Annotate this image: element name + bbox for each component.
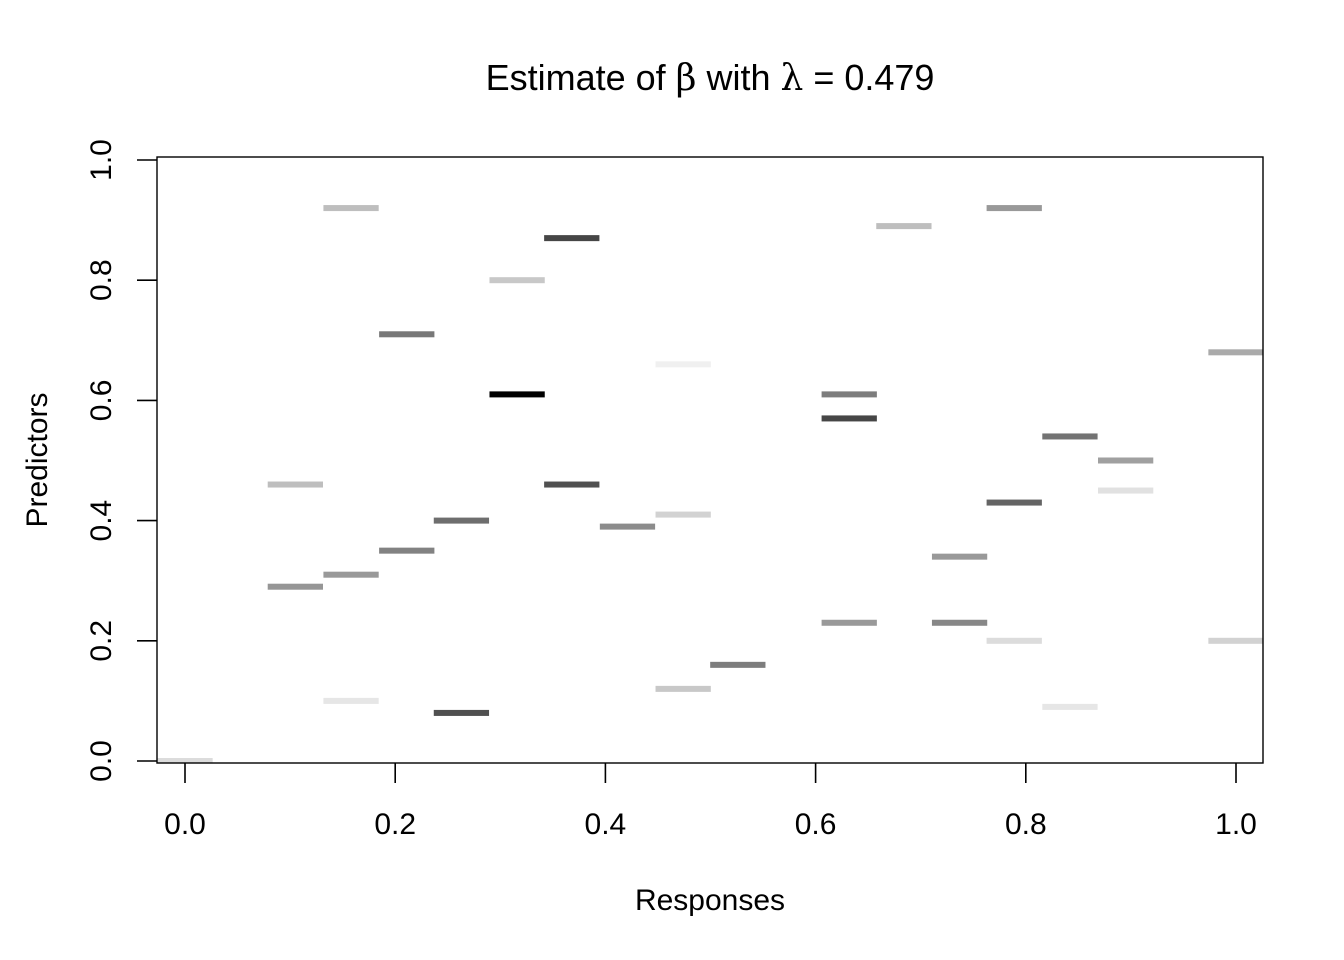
x-tick-label-3: 0.6: [795, 808, 837, 841]
heatmap-cell-27: [986, 637, 1042, 644]
heatmap-cell-15: [655, 361, 711, 368]
heatmap-cell-29: [1042, 703, 1098, 710]
heatmap-cell-10: [489, 277, 545, 284]
heatmap-cell-3: [323, 205, 379, 212]
x-tick-label-0: 0.0: [164, 808, 206, 841]
x-axis-label: Responses: [635, 884, 785, 917]
heatmap-cell-17: [655, 685, 711, 692]
heatmap-cell-30: [1098, 457, 1154, 464]
heatmap-cell-28: [1042, 433, 1098, 440]
y-tick-label-3: 0.6: [85, 380, 118, 422]
heatmap-cell-19: [821, 391, 877, 398]
y-axis: 0.0 0.2 0.4 0.6 0.8 1.0: [85, 139, 157, 782]
y-tick-label-4: 0.8: [85, 259, 118, 301]
y-tick-label-5: 1.0: [85, 139, 118, 181]
heatmap-cell-20: [821, 415, 877, 422]
y-axis-label: Predictors: [21, 392, 54, 527]
heatmap-cell-21: [821, 619, 877, 626]
heatmap-cell-2: [267, 481, 323, 488]
heatmap-cell-7: [379, 547, 435, 554]
heatmap-cell-9: [433, 709, 490, 716]
heatmap-cell-25: [986, 205, 1042, 212]
title-prefix: Estimate of: [486, 57, 676, 98]
y-tick-label-2: 0.4: [85, 500, 118, 542]
title-middle: with: [696, 57, 780, 98]
x-tick-label-1: 0.2: [374, 808, 416, 841]
x-axis: 0.0 0.2 0.4 0.6 0.8 1.0: [164, 763, 1257, 841]
heatmap-cell-8: [433, 517, 490, 524]
heatmap-cell-14: [599, 523, 656, 530]
heatmap-cell-6: [379, 331, 435, 338]
heatmap-cell-4: [323, 571, 379, 578]
heatmap-cell-5: [323, 697, 379, 704]
title-beta-symbol: β: [676, 58, 697, 99]
y-tick-label-1: 0.2: [85, 620, 118, 662]
chart-title: Estimate of β with λ = 0.479: [486, 57, 935, 99]
heatmap-cell-1: [267, 583, 323, 590]
y-tick-label-0: 0.0: [85, 740, 118, 782]
x-tick-label-2: 0.4: [585, 808, 627, 841]
heatmap-cell-22: [876, 223, 932, 230]
heatmap-cell-24: [931, 619, 988, 626]
heatmap-cell-12: [544, 235, 600, 242]
heatmap-cell-0: [157, 757, 213, 763]
title-lambda-symbol: λ: [780, 58, 803, 99]
heatmap-cell-11: [489, 391, 545, 398]
title-suffix: = 0.479: [803, 57, 934, 98]
heatmap-cell-23: [931, 553, 988, 560]
heatmap-cell-33: [1208, 637, 1263, 644]
heatmap-cell-31: [1098, 487, 1154, 494]
heatmap-cell-16: [655, 511, 711, 518]
x-tick-label-4: 0.8: [1005, 808, 1047, 841]
plot-frame: [156, 156, 1264, 764]
heatmap-cell-32: [1208, 349, 1263, 356]
heatmap-cell-13: [544, 481, 600, 488]
heatmap-cell-18: [710, 661, 766, 668]
x-tick-label-5: 1.0: [1215, 808, 1257, 841]
heatmap-cell-26: [986, 499, 1042, 506]
heatmap-cells: [157, 205, 1263, 763]
